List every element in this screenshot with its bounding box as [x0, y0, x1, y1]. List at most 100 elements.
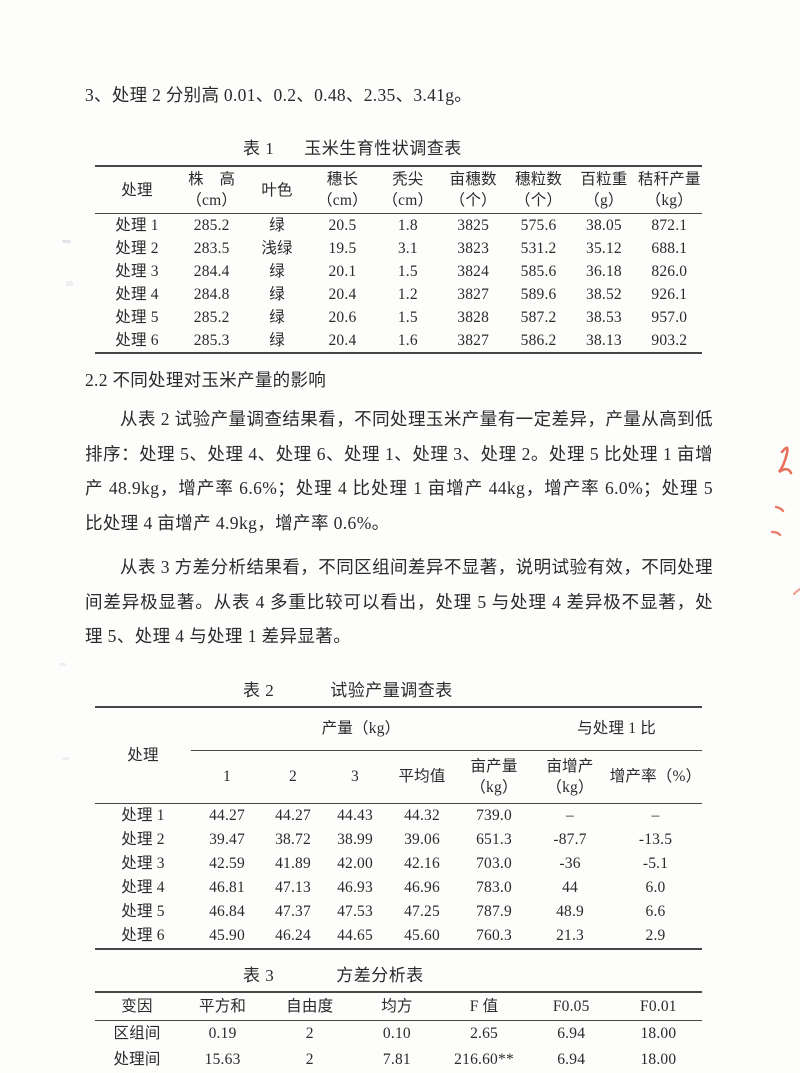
header-line1: 1	[223, 768, 231, 785]
cell: 903.2	[651, 332, 688, 349]
cell: 44.43	[337, 807, 373, 824]
cell: 44.27	[275, 807, 311, 824]
cell: 1.6	[397, 332, 418, 349]
header-line2: （cm）	[382, 192, 434, 209]
cell: 760.3	[476, 927, 512, 944]
cell: 589.6	[520, 286, 557, 303]
cell: 处理间	[113, 1051, 161, 1068]
header-line1: 增产率（%）	[609, 768, 702, 785]
table3-caption: 表 3 方差分析表	[243, 961, 713, 986]
cell: 2	[305, 1025, 314, 1042]
header-line2: （个）	[515, 192, 563, 209]
table3-body: 区组间 0.19 2 0.10 2.65 6.94 18.00 处理间 15.63 2 7.81 2…	[95, 1020, 702, 1073]
cell: -13.5	[638, 831, 673, 848]
header-line2: （cm）	[317, 192, 368, 209]
cell: 39.06	[404, 831, 440, 848]
table3-header: 变因 平方和 自由度 均方 F 值 F0.05 F0.01	[95, 991, 702, 1021]
cell: 586.2	[520, 332, 557, 349]
table2-caption: 表 2 试验产量调查表	[243, 676, 713, 701]
cell: 18.00	[640, 1051, 677, 1068]
table1-header-row: 处理 株 高 （cm） 叶色 穗长 （cm） 秃尖 （cm） 亩穗数 （个） 穗粒数 （个…	[95, 166, 702, 214]
cell: 47.13	[275, 879, 311, 896]
cell: 41.89	[275, 855, 311, 872]
cell: 283.5	[193, 240, 230, 257]
cell: 38.72	[275, 831, 311, 848]
cell: -36	[559, 855, 581, 872]
cell: 绿	[269, 309, 285, 326]
cell: 3827	[457, 332, 490, 349]
table-row: 处理 1 44.27 44.27 44.43 44.32 739.0 – –	[95, 803, 702, 828]
cell: 6.6	[645, 903, 666, 920]
cell: 44	[562, 879, 578, 896]
table1-caption-label: 表 1	[243, 139, 275, 158]
header-line2: （cm）	[186, 192, 238, 209]
cell: 44.27	[209, 807, 245, 824]
table3-caption-title: 方差分析表	[336, 965, 424, 985]
column-header: 平方和	[179, 991, 267, 1021]
column-header: 亩穗数 （个）	[440, 166, 506, 214]
cell: 20.1	[328, 263, 357, 280]
cell: 284.4	[193, 263, 230, 280]
column-header: 平均值	[387, 750, 457, 804]
cell: 45.60	[404, 927, 440, 944]
cell: 38.13	[586, 332, 622, 349]
cell: 绿	[269, 217, 285, 234]
table-row: 处理 5 46.84 47.37 47.53 47.25 787.9 48.9 6.6	[95, 900, 702, 924]
header-line1: 秸秆产量	[637, 171, 701, 188]
paragraph-anova: 从表 3 方差分析结果看，不同区组间差异不显著，说明试验有效，不同处理间差异极显…	[85, 557, 713, 646]
cell: 284.8	[193, 286, 230, 303]
cell: 3825	[457, 217, 490, 234]
table-row: 处理 1 285.2 绿 20.5 1.8 3825 575.6 38.05 872.1	[95, 214, 702, 238]
table2-header: 处理 产量（kg） 与处理 1 比 1 2 3 平均值 亩产量 （kg） 亩增产 （…	[95, 706, 702, 804]
column-header: 亩增产 （kg）	[531, 750, 610, 804]
cell: 44.65	[337, 927, 373, 944]
column-header: F 值	[440, 991, 528, 1021]
cell: 38.53	[586, 309, 622, 326]
column-header: 自由度	[266, 991, 354, 1021]
column-header: 均方	[353, 991, 441, 1021]
cell: 处理 4	[121, 879, 165, 896]
scan-speck	[62, 240, 71, 243]
cell: 0.19	[208, 1025, 237, 1042]
cell: 21.3	[556, 927, 584, 944]
table2-body: 处理 1 44.27 44.27 44.43 44.32 739.0 – – 处理 2 39.4…	[95, 803, 702, 949]
table1-growth-traits: 处理 株 高 （cm） 叶色 穗长 （cm） 秃尖 （cm） 亩穗数 （个） 穗粒数 （个…	[95, 165, 702, 354]
scan-speck	[59, 663, 66, 666]
header-line2: （kg）	[546, 778, 594, 796]
cell: 46.81	[209, 879, 245, 896]
cell: 3827	[457, 286, 490, 303]
cell: 2	[305, 1051, 314, 1068]
cell: 47.25	[404, 903, 440, 920]
header-line1: 亩穗数	[449, 171, 497, 188]
cell: 绿	[269, 286, 285, 303]
cell: 2.9	[645, 927, 666, 944]
column-header-treatment: 处理	[95, 706, 191, 804]
cell: 787.9	[476, 903, 512, 920]
table1-body: 处理 1 285.2 绿 20.5 1.8 3825 575.6 38.05 872.1 处理 …	[95, 214, 702, 354]
red-pen-mark-icon	[770, 446, 800, 596]
column-header: 变因	[95, 991, 179, 1021]
table2-yield-survey: 处理 产量（kg） 与处理 1 比 1 2 3 平均值 亩产量 （kg） 亩增产 （…	[95, 705, 702, 950]
table1-caption: 表 1 玉米生育性状调查表	[243, 134, 713, 159]
cell: 826.0	[651, 263, 688, 280]
cell: 1.8	[397, 217, 418, 234]
header-line2: （个）	[449, 192, 497, 209]
cell: 688.1	[651, 240, 688, 257]
cell: 285.2	[193, 309, 230, 326]
header-line1: 处理	[121, 181, 153, 199]
cell: 872.1	[651, 217, 688, 234]
column-header: 亩产量 （kg）	[457, 750, 532, 804]
cell: –	[566, 807, 574, 824]
table-row: 处理 4 46.81 47.13 46.93 46.96 783.0 44 6.0	[95, 876, 702, 900]
cell: 42.59	[209, 855, 245, 872]
intro-line: 3、处理 2 分别高 0.01、0.2、0.48、2.35、3.41g。	[85, 85, 473, 105]
header-line1: 3	[351, 768, 359, 785]
cell: 处理 3	[121, 855, 165, 872]
cell: 3824	[457, 263, 490, 280]
cell: 651.3	[476, 831, 512, 848]
column-header: 株 高 （cm）	[179, 166, 245, 214]
header-line2: （kg）	[645, 192, 693, 209]
scan-speck	[66, 281, 73, 286]
section-heading: 2.2 不同处理对玉米产量的影响	[85, 370, 327, 390]
header-line1: 株 高	[188, 171, 236, 188]
